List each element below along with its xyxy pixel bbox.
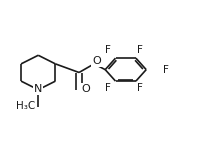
Text: O: O (92, 56, 101, 66)
Text: H₃C: H₃C (16, 101, 35, 111)
Text: F: F (105, 83, 111, 93)
Text: O: O (81, 84, 90, 94)
Text: F: F (163, 65, 169, 75)
Text: N: N (34, 84, 42, 94)
Text: F: F (105, 45, 111, 55)
Text: F: F (137, 83, 143, 93)
Text: F: F (137, 45, 143, 55)
